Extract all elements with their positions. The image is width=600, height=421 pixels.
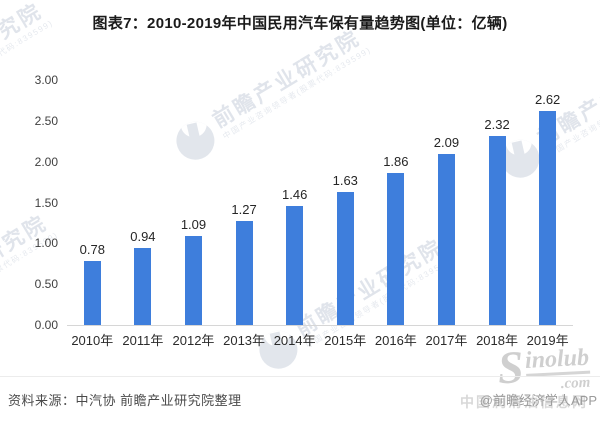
x-tick-label: 2014年: [273, 333, 316, 348]
bar-value-label: 1.86: [383, 154, 409, 170]
x-tick-label: 2015年: [324, 333, 367, 348]
bar-value-label: 1.09: [180, 217, 207, 232]
bar-group-2011年: 0.94: [118, 80, 169, 325]
bar-value-label: 2.62: [534, 92, 561, 107]
bar-group-2019年: 2.62: [522, 80, 573, 325]
y-axis: 0.00 0.50 1.00 1.50 2.00 2.50 3.00: [0, 73, 58, 332]
bar: [336, 191, 354, 325]
bar: [134, 248, 152, 325]
bar: [83, 261, 101, 325]
y-tick-label: 1.00: [34, 236, 58, 251]
x-axis: 2010年 2011年 2012年 2013年 2014年 2015年 2016年 2017年…: [67, 330, 573, 349]
bar-value-label: 0.78: [79, 242, 105, 258]
bar: [387, 173, 405, 325]
bar-group-2018年: 2.32: [472, 80, 523, 325]
credit-text: @前瞻经济学人APP: [479, 393, 597, 408]
bar-group-2010年: 0.78: [67, 80, 118, 325]
bar: [286, 205, 304, 325]
bar: [235, 221, 253, 325]
bar: [539, 111, 557, 325]
y-tick-label: 2.50: [34, 113, 58, 128]
bar: [437, 154, 455, 325]
x-tick-label: 2019年: [526, 333, 569, 348]
bar-value-label: 2.09: [433, 135, 460, 151]
chart-title: 图表7：2010-2019年中国民用汽车保有量趋势图(单位：亿辆): [92, 15, 508, 32]
sinolub-name-text: inolub: [525, 345, 591, 377]
bar-value-label: 1.63: [332, 172, 358, 188]
bar: [184, 236, 202, 325]
bar-value-label: 2.32: [484, 116, 510, 132]
y-tick-label: 1.50: [34, 195, 58, 210]
y-tick-label: 2.00: [34, 154, 58, 169]
x-tick-label: 2011年: [122, 333, 164, 348]
footer: 资料来源：中汽协 前瞻产业研究院整理 @前瞻经济学人APP: [0, 376, 600, 421]
data-source-text: 资料来源：中汽协 前瞻产业研究院整理: [8, 393, 242, 408]
bar-group-2014年: 1.46: [269, 80, 320, 325]
x-tick-label: 2012年: [172, 333, 215, 348]
bar: [488, 135, 506, 325]
x-tick-label: 2017年: [425, 333, 468, 348]
bar-group-2013年: 1.27: [219, 80, 270, 325]
bar-group-2012年: 1.09: [168, 80, 219, 325]
bar-group-2015年: 1.63: [320, 80, 371, 325]
x-tick-label: 2018年: [476, 333, 518, 348]
plot-area: 0.78 0.94 1.09 1.27 1.46 1.63 1.86 2.09 2.32 2.62: [67, 80, 573, 326]
bar-value-label: 1.46: [282, 186, 308, 202]
y-tick-label: 3.00: [34, 73, 58, 87]
x-tick-label: 2016年: [374, 333, 417, 348]
x-tick-label: 2010年: [71, 333, 114, 348]
x-tick-label: 2013年: [223, 333, 266, 348]
bar-group-2016年: 1.86: [371, 80, 422, 325]
y-tick-label: 0.50: [34, 277, 58, 292]
bar-value-label: 1.27: [231, 202, 257, 218]
bar-group-2017年: 2.09: [421, 80, 472, 325]
bar-value-label: 0.94: [130, 229, 156, 245]
y-tick-label: 0.00: [34, 318, 58, 332]
